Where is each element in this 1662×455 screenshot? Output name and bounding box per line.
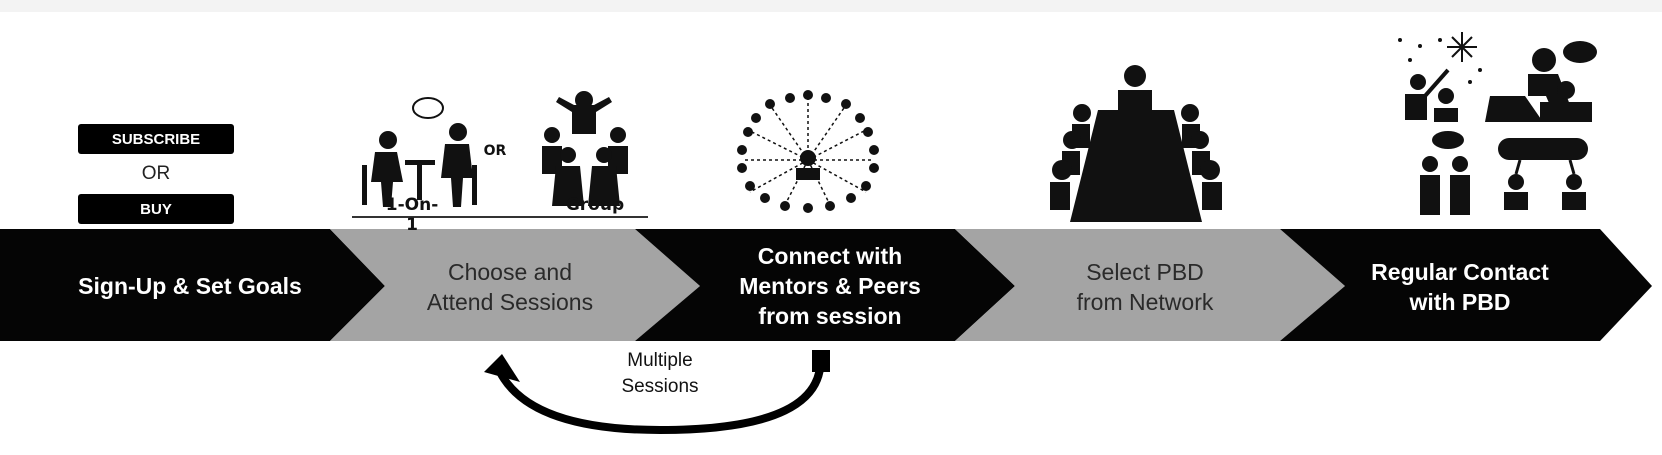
- network-icon: [737, 90, 879, 213]
- step-5-chevron: [1280, 229, 1652, 341]
- connection-icon: [1498, 138, 1588, 210]
- one-on-one-label: 1-On-1: [385, 195, 439, 235]
- one-on-one-meeting-icon: [352, 97, 648, 218]
- group-label: Group: [565, 195, 625, 215]
- buy-button[interactable]: BUY: [78, 194, 234, 224]
- mentoring-icons: [1398, 32, 1597, 215]
- multiple-sessions-label: Multiple Sessions: [621, 350, 699, 397]
- step-3-label: Connect with Mentors & Peers from sessio…: [739, 243, 921, 329]
- step-1-chevron: [0, 229, 385, 341]
- step-1-label: Sign-Up & Set Goals: [78, 273, 302, 299]
- step-2-chevron: [330, 229, 700, 341]
- teaching-icon: [1405, 68, 1458, 122]
- step-3-chevron: [635, 229, 1015, 341]
- loop-arrow: [496, 351, 825, 435]
- session-or-label: OR: [483, 143, 507, 159]
- presentation-icon: [1485, 41, 1597, 122]
- sparkle-icon: [1447, 32, 1477, 62]
- group-session-icon: [542, 91, 628, 206]
- step-5-label: Regular Contact with PBD: [1371, 259, 1549, 315]
- loop-arrowhead: [484, 354, 520, 382]
- signup-or-label: OR: [141, 163, 171, 184]
- step-4-label: Select PBD from Network: [1076, 259, 1214, 315]
- step-4-chevron: [955, 229, 1345, 341]
- conversation-icon: [1420, 131, 1470, 215]
- step-2-label: Choose and Attend Sessions: [426, 259, 594, 315]
- boardroom-icon: [1050, 65, 1222, 222]
- subscribe-button[interactable]: SUBSCRIBE: [78, 124, 234, 154]
- top-band: [0, 0, 1662, 12]
